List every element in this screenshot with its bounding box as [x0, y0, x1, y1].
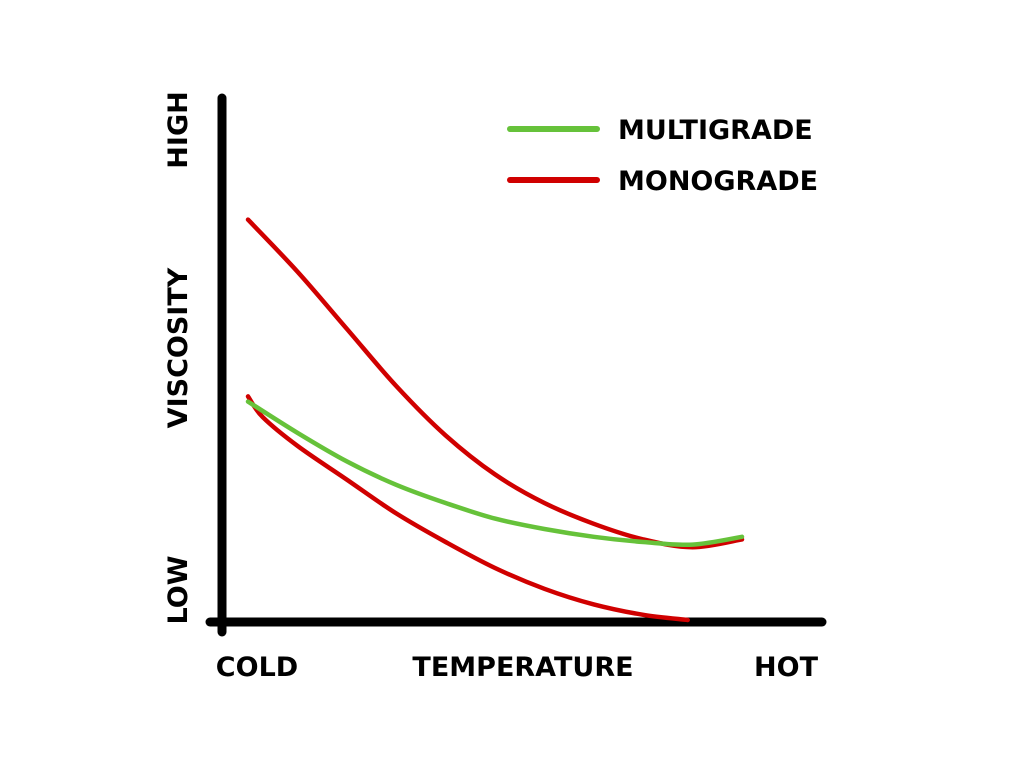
series-line-monograde-upper: [245, 217, 745, 550]
y-tick-start: LOW: [163, 556, 194, 625]
y-axis-label: VISCOSITY: [163, 267, 194, 428]
y-tick-end: HIGH: [163, 91, 194, 168]
series-line-multigrade: [245, 399, 745, 548]
legend-label-monograde: MONOGRADE: [618, 166, 818, 197]
x-tick-end: HOT: [754, 652, 819, 683]
series-line-monograde-lower: [245, 394, 690, 623]
x-axis-label: TEMPERATURE: [412, 652, 633, 683]
x-tick-start: COLD: [216, 652, 298, 683]
series-group: [245, 217, 745, 623]
legend-label-multigrade: MULTIGRADE: [618, 115, 813, 146]
legend: MULTIGRADE MONOGRADE: [507, 115, 818, 197]
